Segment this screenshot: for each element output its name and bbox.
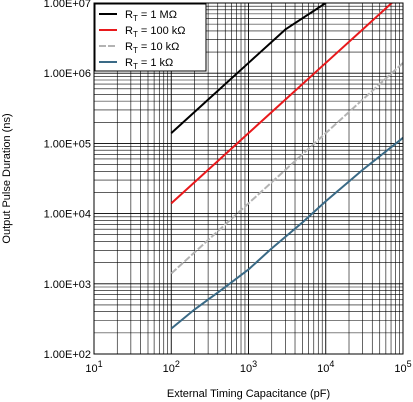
y-tick-label: 1.00E+06 bbox=[44, 68, 91, 80]
y-tick-label: 1.00E+03 bbox=[44, 279, 91, 291]
series-line-2 bbox=[170, 3, 394, 205]
x-axis-label: External Timing Capacitance (pF) bbox=[167, 388, 330, 400]
y-tick-label: 1.00E+04 bbox=[44, 209, 91, 221]
legend-label-3: RT = 10 kΩ bbox=[125, 41, 179, 55]
y-axis-label: Output Pulse Duration (ns) bbox=[1, 113, 13, 243]
series-line-1 bbox=[170, 3, 327, 134]
plot-frame bbox=[93, 2, 404, 355]
x-tick-labels: 101 102 103 104 105 bbox=[85, 359, 411, 375]
legend-label-2: RT = 100 kΩ bbox=[125, 25, 186, 39]
y-tick-label: 1.00E+07 bbox=[44, 0, 91, 10]
legend: RT = 1 MΩ RT = 100 kΩ RT = 10 kΩ RT = 1 kΩ bbox=[94, 3, 207, 72]
x-tick-label: 104 bbox=[317, 359, 334, 375]
series-lines bbox=[170, 3, 403, 330]
x-tick-label: 102 bbox=[163, 359, 180, 375]
legend-label-4: RT = 1 kΩ bbox=[125, 57, 173, 71]
x-tick-label: 103 bbox=[240, 359, 257, 375]
x-tick-label: 105 bbox=[394, 359, 411, 375]
series-line-4 bbox=[170, 137, 403, 330]
x-tick-label: 101 bbox=[85, 359, 102, 375]
y-tick-labels: 1.00E+02 1.00E+03 1.00E+04 1.00E+05 1.00E+06… bbox=[44, 0, 91, 361]
legend-box bbox=[94, 3, 207, 72]
legend-label-1: RT = 1 MΩ bbox=[125, 9, 177, 23]
y-tick-label: 1.00E+05 bbox=[44, 138, 91, 150]
series-line-3 bbox=[170, 62, 403, 275]
y-tick-label: 1.00E+02 bbox=[44, 349, 91, 361]
